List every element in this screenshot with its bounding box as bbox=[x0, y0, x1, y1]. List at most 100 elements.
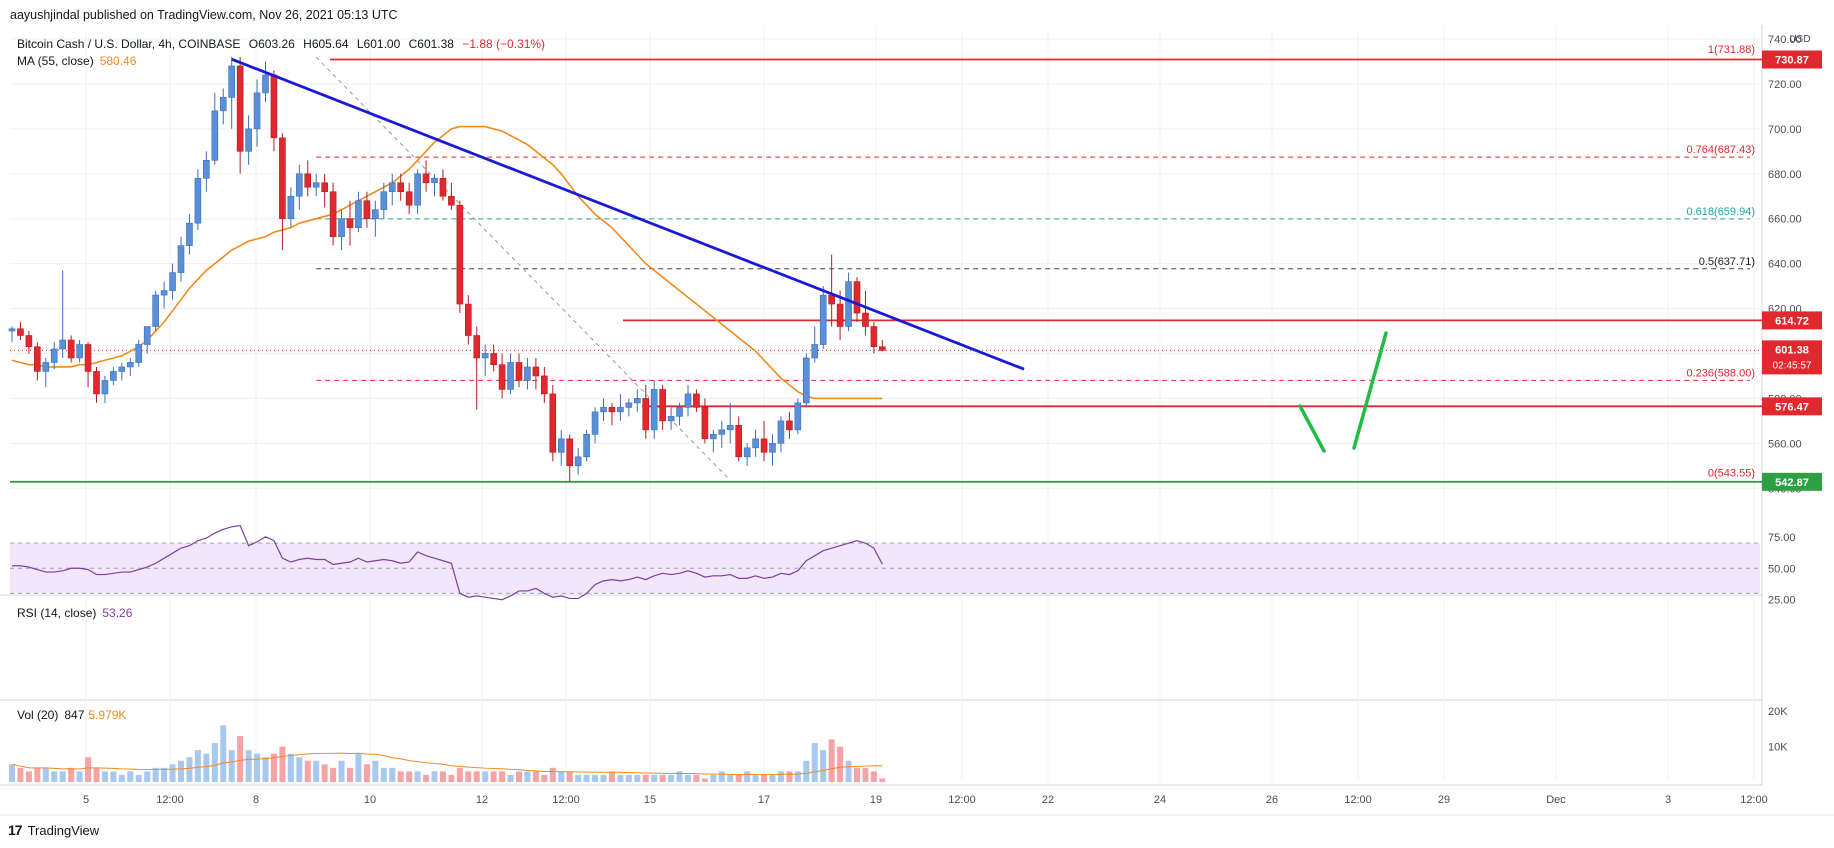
vol-label: Vol (20) bbox=[17, 708, 59, 722]
candle-body bbox=[836, 303, 844, 327]
candle-body bbox=[431, 177, 438, 184]
volume-bar bbox=[659, 774, 666, 782]
fib-level-label: 0.618(659.94) bbox=[1687, 206, 1756, 218]
volume-bar bbox=[837, 746, 844, 782]
volume-bar bbox=[313, 760, 320, 782]
ohlc-open: O603.26 bbox=[248, 37, 295, 51]
candle-body bbox=[498, 364, 506, 390]
volume-bar bbox=[262, 757, 269, 782]
candle-body bbox=[295, 173, 303, 197]
volume-bar bbox=[118, 774, 125, 782]
volume-bar bbox=[161, 767, 168, 782]
candle-body bbox=[760, 438, 768, 453]
candle-body bbox=[338, 218, 345, 237]
volume-bar bbox=[304, 760, 311, 782]
candle-body bbox=[42, 362, 50, 372]
currency-label: USD bbox=[1789, 34, 1810, 45]
volume-legend[interactable]: Vol (20) 847 5.979K bbox=[17, 708, 126, 722]
symbol-name: Bitcoin Cash / U.S. Dollar, 4h, COINBASE bbox=[17, 37, 241, 51]
volume-bar bbox=[862, 767, 869, 782]
vol-value: 847 bbox=[64, 708, 85, 722]
volume-bar bbox=[211, 743, 218, 782]
volume-bar bbox=[152, 767, 159, 782]
candle-body bbox=[600, 407, 607, 413]
volume-bar bbox=[575, 774, 582, 782]
candle-body bbox=[67, 339, 75, 359]
volume-bar bbox=[541, 774, 548, 782]
volume-bar bbox=[93, 767, 100, 782]
candle-body bbox=[642, 398, 650, 431]
volume-bar bbox=[203, 753, 210, 782]
volume-bar bbox=[794, 771, 801, 782]
price-tick: 740.00 bbox=[1768, 34, 1802, 46]
candle-body bbox=[591, 411, 599, 435]
candle-body bbox=[422, 173, 430, 184]
time-tick: 12:00 bbox=[1344, 794, 1372, 806]
candle-body bbox=[659, 389, 666, 422]
candle-body bbox=[414, 173, 421, 206]
candle-body bbox=[93, 371, 100, 395]
volume-bar bbox=[228, 750, 235, 782]
candle-body bbox=[752, 438, 759, 449]
volume-ma-line bbox=[11, 752, 883, 776]
candle-body bbox=[617, 407, 624, 413]
volume-bar bbox=[34, 767, 41, 782]
volume-bar bbox=[423, 774, 430, 782]
ma-value: 580.46 bbox=[99, 54, 137, 68]
candle-body bbox=[743, 447, 751, 458]
ma-legend[interactable]: MA (55, close) 580.46 bbox=[17, 54, 136, 68]
candle-body bbox=[405, 191, 413, 206]
volume-bar bbox=[777, 771, 784, 782]
candle-body bbox=[608, 407, 616, 413]
candle-body bbox=[203, 159, 210, 179]
candle-body bbox=[532, 366, 540, 377]
time-tick: 12:00 bbox=[552, 794, 580, 806]
time-tick: 12:00 bbox=[1740, 794, 1768, 806]
volume-bar bbox=[558, 771, 565, 782]
candle-body bbox=[879, 346, 886, 351]
volume-bar bbox=[549, 767, 556, 782]
volume-bar bbox=[710, 774, 717, 782]
volume-bar bbox=[524, 771, 531, 782]
volume-bar bbox=[25, 771, 32, 782]
rsi-legend[interactable]: RSI (14, close) 53.26 bbox=[17, 606, 132, 620]
volume-bar bbox=[634, 774, 641, 782]
candle-body bbox=[17, 328, 24, 336]
level-price-tag bbox=[1762, 50, 1822, 69]
rsi-line bbox=[12, 524, 883, 601]
candle-body bbox=[786, 420, 793, 431]
volume-bar bbox=[499, 771, 506, 782]
volume-bar bbox=[42, 767, 49, 782]
volume-bar bbox=[431, 771, 438, 782]
candle-body bbox=[228, 65, 235, 98]
volume-bar bbox=[600, 774, 607, 782]
candle-body bbox=[574, 456, 582, 467]
time-tick: 12:00 bbox=[156, 794, 184, 806]
last-price-label: 601.38 bbox=[1775, 344, 1809, 356]
candle-body bbox=[59, 339, 67, 350]
volume-bar bbox=[879, 778, 886, 782]
volume-bar bbox=[330, 767, 337, 782]
bearish-trendline bbox=[231, 57, 1025, 371]
ma55-line bbox=[11, 125, 883, 400]
price-tick: 640.00 bbox=[1768, 259, 1802, 271]
tradingview-brand[interactable]: 17 TradingView bbox=[8, 822, 99, 838]
candle-body bbox=[110, 371, 117, 381]
candle-body bbox=[321, 182, 328, 193]
volume-bar bbox=[820, 750, 827, 782]
symbol-legend[interactable]: Bitcoin Cash / U.S. Dollar, 4h, COINBASE… bbox=[17, 37, 545, 51]
ma-label: MA (55, close) bbox=[17, 54, 94, 68]
fib-level-label: 0.236(588.00) bbox=[1687, 367, 1756, 379]
volume-bar bbox=[68, 767, 75, 782]
candle-body bbox=[718, 429, 726, 435]
candle-body bbox=[490, 353, 497, 366]
rsi-value: 53.26 bbox=[102, 606, 133, 620]
candle-body bbox=[633, 398, 641, 404]
candle-body bbox=[127, 362, 134, 368]
ohlc-low: L601.00 bbox=[356, 37, 401, 51]
fib-diagonal bbox=[315, 56, 731, 481]
volume-bar bbox=[693, 774, 700, 782]
candle-body bbox=[473, 335, 481, 359]
ohlc-high: H605.64 bbox=[303, 37, 349, 51]
